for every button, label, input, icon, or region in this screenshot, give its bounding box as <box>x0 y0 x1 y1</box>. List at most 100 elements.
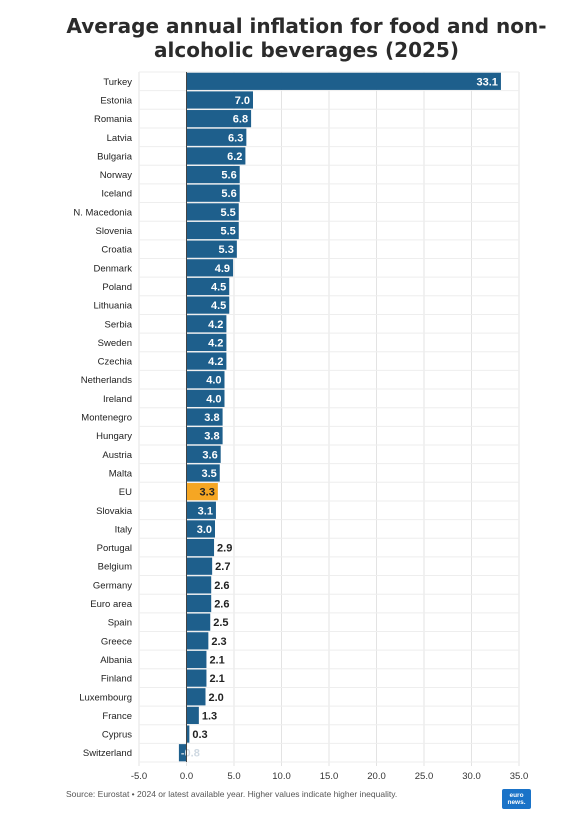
bar <box>186 501 216 519</box>
bar <box>186 613 211 631</box>
value-label: 3.3 <box>200 487 215 499</box>
category-label: Montenegro <box>81 413 132 424</box>
bar <box>186 464 220 482</box>
x-tick-label: 15.0 <box>320 771 339 782</box>
category-label: Slovenia <box>96 226 133 237</box>
value-label: 2.1 <box>209 654 224 666</box>
bar <box>186 184 240 202</box>
value-label: 5.3 <box>219 244 234 256</box>
chart-title: Average annual inflation for food and no… <box>40 14 573 62</box>
bar <box>186 147 246 165</box>
x-tick-label: -5.0 <box>131 771 147 782</box>
category-label: Spain <box>108 618 132 629</box>
bar-chart: -5.0 0.0 5.0 10.0 15.0 20.0 25.0 30.0 35.0 Turkey… <box>73 71 529 782</box>
value-label: 5.6 <box>221 170 236 182</box>
value-label: 3.8 <box>204 431 219 443</box>
category-label: Luxembourg <box>79 692 132 703</box>
bar <box>186 240 237 258</box>
x-tick-label: 25.0 <box>415 771 434 782</box>
category-label: Denmark <box>93 263 132 274</box>
value-label: 2.5 <box>213 617 228 629</box>
category-label: Bulgaria <box>97 151 133 162</box>
bar <box>186 557 213 575</box>
value-label: 6.2 <box>227 151 242 163</box>
category-label: Austria <box>102 450 132 461</box>
category-label: Ireland <box>103 394 132 405</box>
logo-line-2: news. <box>507 799 526 806</box>
value-label: 3.8 <box>204 412 219 424</box>
value-label: 3.6 <box>202 449 217 461</box>
value-label: 6.8 <box>233 114 248 126</box>
category-label: Albania <box>100 655 132 666</box>
bar <box>186 538 215 557</box>
bar <box>186 91 253 109</box>
chart-title-line-2: alcoholic beverages (2025) <box>154 38 459 62</box>
bar <box>186 389 225 407</box>
bar <box>186 594 212 613</box>
bar <box>186 520 215 538</box>
category-label: Sweden <box>98 338 132 349</box>
x-tick-label: 30.0 <box>462 771 481 782</box>
value-label: 2.3 <box>211 636 226 648</box>
bar <box>186 576 212 594</box>
bar <box>186 165 240 184</box>
category-label: Switzerland <box>83 748 132 759</box>
value-label: 4.9 <box>215 263 230 275</box>
category-label: Norway <box>100 170 132 181</box>
value-label: 2.6 <box>214 580 229 592</box>
category-label: France <box>102 711 132 722</box>
value-label: -0.8 <box>181 748 200 760</box>
bar <box>186 110 252 128</box>
category-label: Lithuania <box>93 301 132 312</box>
value-label: 4.0 <box>206 375 221 387</box>
chart-title-line-1: Average annual inflation for food and no… <box>66 14 547 38</box>
bar <box>186 483 218 501</box>
x-tick-label: 35.0 <box>510 771 529 782</box>
category-label: Serbia <box>105 319 133 330</box>
value-label: 4.2 <box>208 337 223 349</box>
category-label: Iceland <box>101 189 132 200</box>
category-label: Euro area <box>90 599 132 610</box>
bar <box>186 650 207 669</box>
value-label: 7.0 <box>235 95 250 107</box>
x-tick-label: 20.0 <box>367 771 386 782</box>
bar <box>186 371 225 389</box>
source-note: Source: Eurostat • 2024 or latest availa… <box>66 789 398 799</box>
category-label: Netherlands <box>81 375 132 386</box>
category-label: Malta <box>109 468 133 479</box>
category-label: Cyprus <box>102 730 132 741</box>
bar <box>186 669 207 687</box>
bar <box>186 315 227 333</box>
bar <box>186 427 223 445</box>
category-label: Greece <box>101 636 132 647</box>
value-label: 2.1 <box>209 673 224 685</box>
value-label: 2.0 <box>209 692 224 704</box>
value-label: 2.7 <box>215 561 230 573</box>
value-label: 33.1 <box>477 76 498 88</box>
bar <box>186 128 247 146</box>
value-label: 2.6 <box>214 599 229 611</box>
category-label: N. Macedonia <box>73 207 132 218</box>
bar <box>186 72 501 90</box>
category-label: Hungary <box>96 431 132 442</box>
x-tick-label: 10.0 <box>272 771 291 782</box>
value-label: 4.5 <box>211 281 226 293</box>
value-label: 2.9 <box>217 543 232 555</box>
value-label: 6.3 <box>228 132 243 144</box>
bar <box>178 744 187 762</box>
category-label: Belgium <box>98 562 132 573</box>
bar <box>186 408 223 426</box>
value-label: 3.0 <box>197 524 212 536</box>
category-label: Slovakia <box>96 506 133 517</box>
category-label: Poland <box>102 282 132 293</box>
value-label: 5.6 <box>221 188 236 200</box>
bar <box>186 725 190 743</box>
bar <box>186 221 239 240</box>
bar <box>186 259 234 277</box>
value-label: 5.5 <box>220 226 235 238</box>
category-label: Portugal <box>97 543 132 554</box>
value-label: 0.3 <box>192 729 207 741</box>
bar <box>186 688 206 706</box>
value-label: 3.5 <box>201 468 216 480</box>
category-label: Croatia <box>101 245 132 256</box>
